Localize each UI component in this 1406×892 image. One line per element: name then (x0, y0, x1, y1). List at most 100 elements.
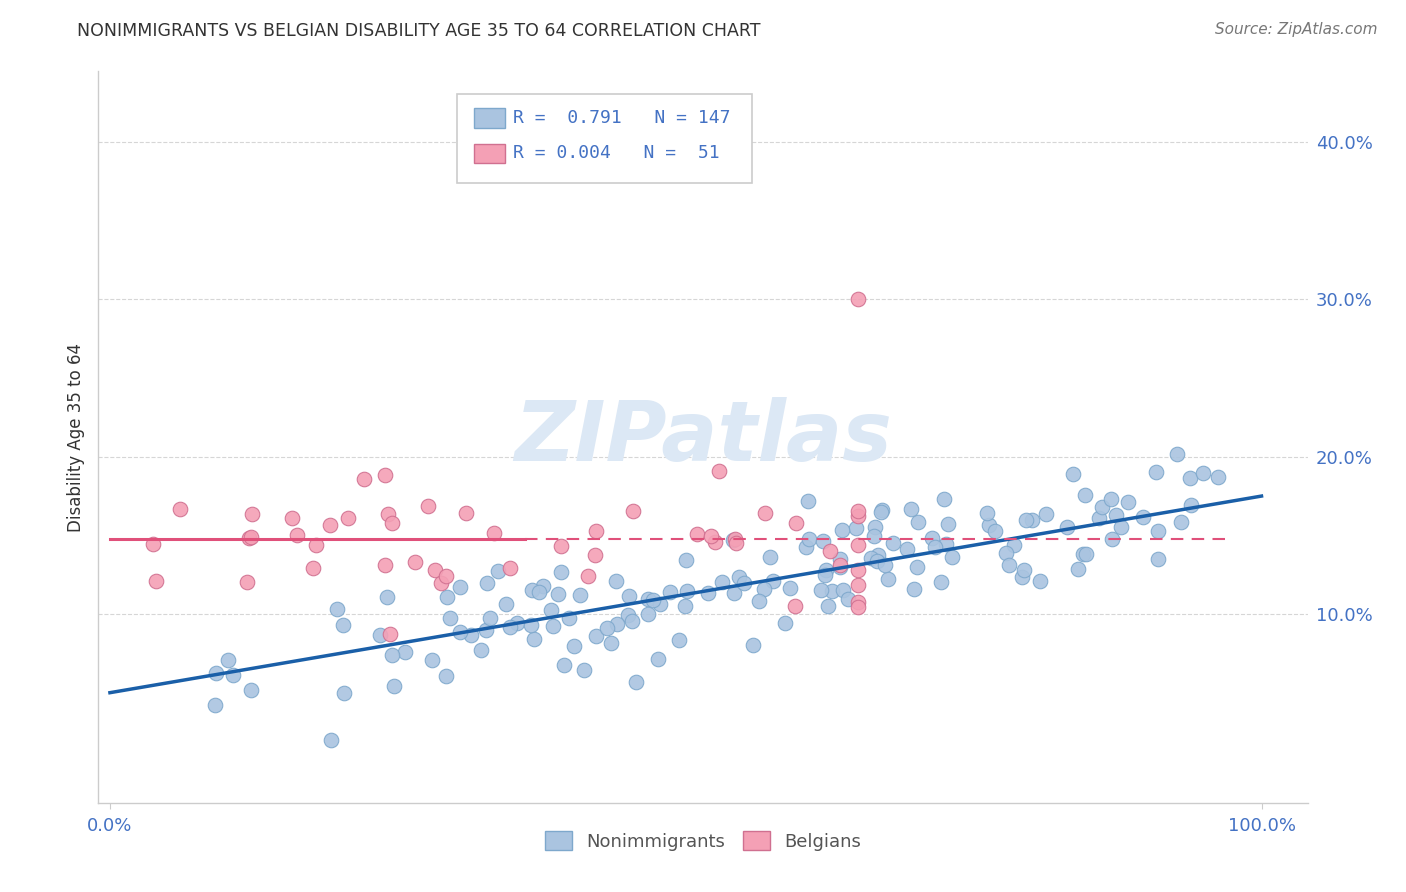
Point (217, 653, 239, 667)
Point (142, 537, 165, 551)
Point (797, 494, 820, 508)
Point (647, 652, 669, 666)
Y-axis label: Disability Age 35 to 64: Disability Age 35 to 64 (66, 343, 84, 532)
Point (1109, 520, 1132, 534)
Point (377, 507, 399, 521)
Point (585, 524, 607, 538)
Point (434, 569, 457, 583)
Point (976, 507, 998, 521)
Point (1035, 507, 1057, 521)
Point (773, 615, 796, 630)
Point (205, 666, 228, 681)
Point (821, 583, 844, 598)
Point (811, 534, 834, 549)
Point (748, 594, 770, 608)
Point (868, 548, 890, 562)
Point (449, 581, 471, 595)
Point (169, 501, 191, 516)
Point (862, 529, 884, 543)
Point (1091, 500, 1114, 514)
Point (541, 619, 564, 633)
Point (204, 698, 226, 713)
Point (794, 540, 817, 554)
Point (700, 529, 723, 543)
Point (1074, 488, 1097, 502)
Point (860, 551, 883, 566)
Point (648, 597, 671, 611)
Point (585, 629, 607, 643)
Point (449, 624, 471, 639)
Point (606, 616, 628, 631)
Point (797, 532, 820, 546)
Point (626, 674, 648, 689)
Point (326, 602, 349, 616)
Point (724, 532, 747, 546)
Point (725, 536, 748, 550)
Point (484, 526, 506, 541)
Point (810, 583, 832, 598)
Text: R =  0.791   N = 147: R = 0.791 N = 147 (513, 109, 731, 127)
Point (1206, 469, 1229, 483)
Point (1066, 562, 1088, 576)
Point (637, 607, 659, 622)
Point (1071, 548, 1094, 562)
Point (436, 591, 458, 605)
Point (723, 533, 745, 547)
Point (621, 504, 644, 518)
Point (319, 518, 342, 533)
Point (818, 543, 841, 558)
Point (830, 560, 852, 574)
Point (848, 538, 870, 552)
Point (285, 528, 308, 542)
Point (470, 643, 492, 657)
Point (875, 558, 897, 573)
Legend: Nonimmigrants, Belgians: Nonimmigrants, Belgians (536, 822, 870, 860)
Point (1014, 563, 1036, 577)
Point (374, 558, 396, 573)
Point (550, 539, 572, 553)
Point (983, 524, 1005, 538)
Point (696, 586, 718, 600)
Point (848, 578, 870, 592)
Point (710, 574, 733, 589)
Point (434, 669, 457, 683)
Point (550, 566, 572, 580)
Point (931, 575, 953, 590)
Point (321, 732, 343, 747)
Point (520, 582, 543, 597)
Point (938, 517, 960, 532)
Point (381, 648, 404, 663)
Point (380, 516, 402, 531)
Point (783, 599, 806, 614)
Point (456, 506, 478, 520)
Point (239, 683, 262, 698)
Point (848, 509, 870, 524)
Point (686, 526, 709, 541)
Point (238, 531, 260, 545)
Point (420, 653, 443, 667)
Point (430, 575, 453, 590)
Point (1029, 574, 1052, 588)
Point (540, 603, 562, 617)
Point (523, 632, 546, 646)
Point (754, 582, 776, 596)
Point (870, 505, 893, 519)
Point (723, 586, 745, 600)
Point (863, 519, 886, 533)
Point (479, 611, 502, 625)
Point (905, 559, 928, 574)
Point (903, 582, 925, 597)
Point (658, 585, 681, 599)
Point (596, 621, 619, 635)
Point (423, 563, 446, 577)
Point (876, 572, 898, 586)
Point (759, 549, 782, 564)
Point (558, 611, 581, 625)
Point (1062, 467, 1084, 481)
Point (382, 679, 405, 693)
Point (1166, 447, 1188, 461)
Point (599, 636, 621, 650)
Point (222, 668, 245, 682)
Point (617, 607, 640, 622)
Point (837, 592, 859, 607)
